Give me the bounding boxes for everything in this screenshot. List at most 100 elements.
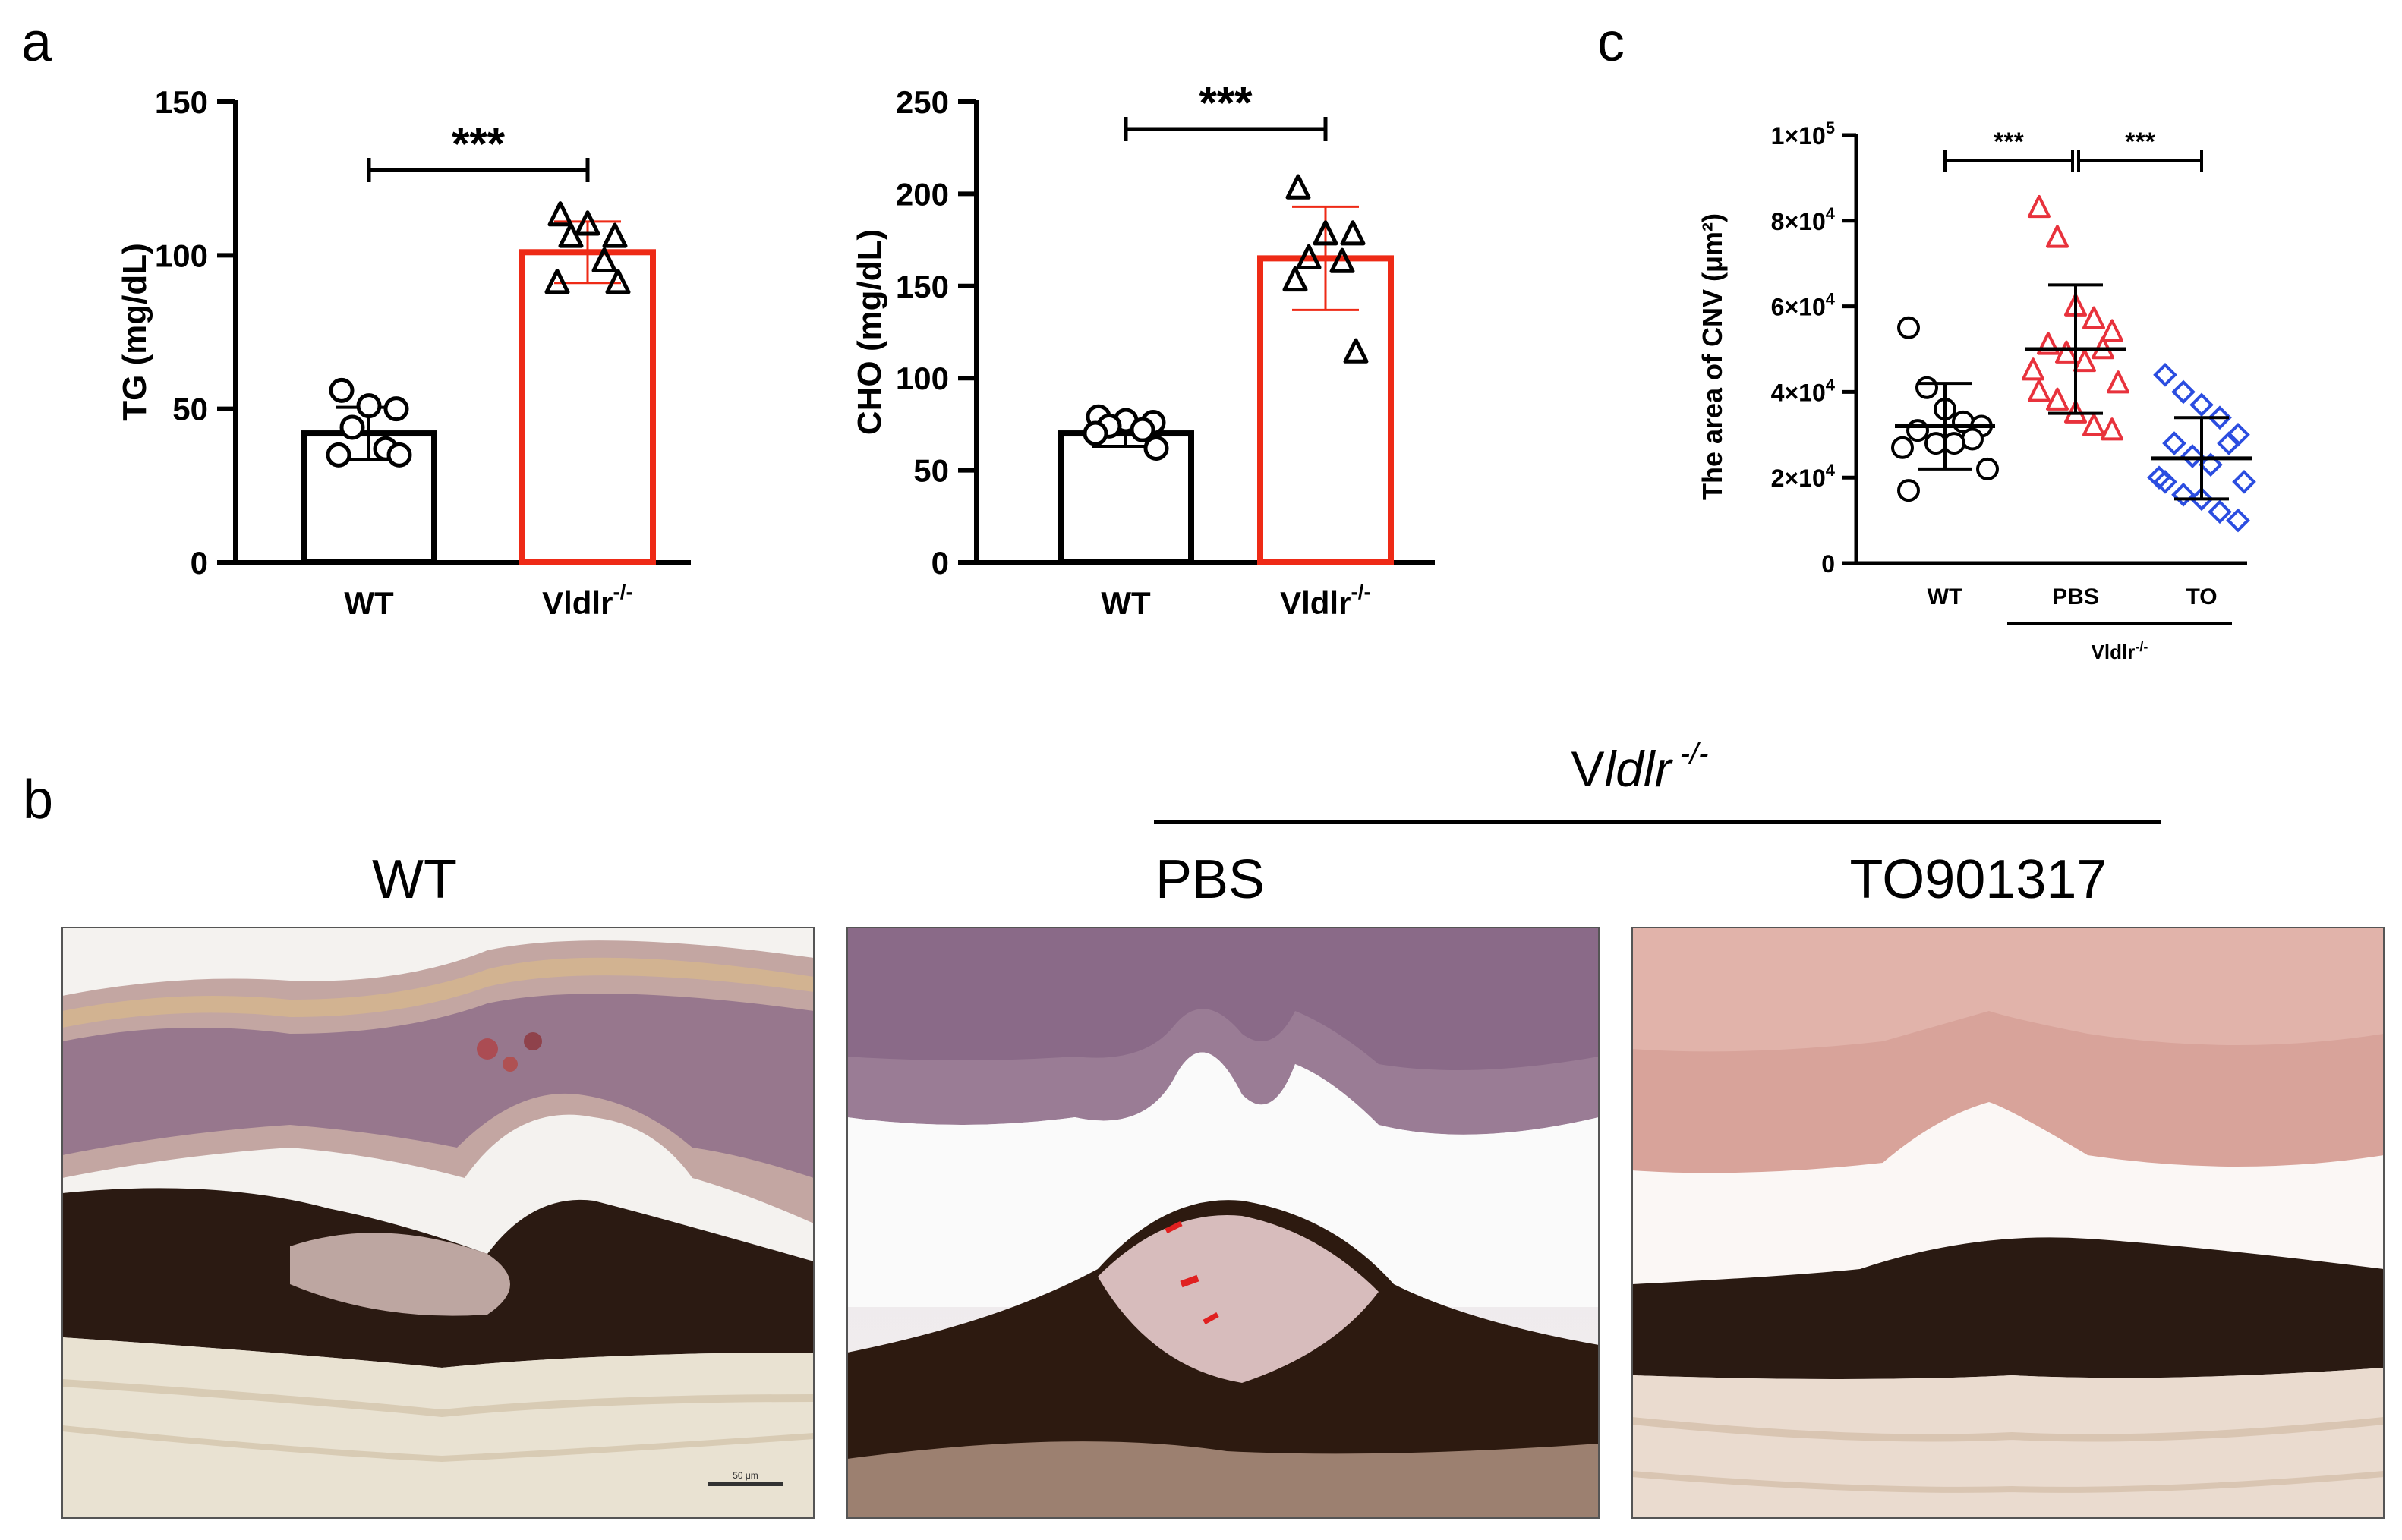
data-point bbox=[1915, 376, 1938, 399]
data-point bbox=[602, 222, 628, 248]
data-point bbox=[2226, 508, 2250, 533]
data-point bbox=[547, 201, 573, 227]
x-tick-label: Vldlr-/- bbox=[542, 580, 633, 621]
y-tick-label: 6×104 bbox=[1771, 290, 1836, 321]
y-tick-label: 50 bbox=[172, 392, 208, 427]
data-point bbox=[2101, 417, 2123, 441]
data-point bbox=[2022, 357, 2044, 381]
data-point bbox=[386, 442, 412, 468]
data-point bbox=[2028, 194, 2051, 219]
data-point bbox=[575, 210, 600, 236]
y-tick-label: 250 bbox=[896, 84, 949, 120]
group-label: Vldlr-/- bbox=[2092, 639, 2148, 663]
y-tick-label: 100 bbox=[155, 238, 208, 273]
data-point bbox=[2217, 431, 2241, 455]
data-point bbox=[383, 396, 409, 422]
data-point bbox=[1943, 432, 1965, 455]
y-tick-label: 8×104 bbox=[1771, 204, 1836, 235]
data-point bbox=[1976, 457, 1999, 480]
cnv-scatter-chart: 0 2×104 4×104 6×104 8×104 1×105 The area of CN… bbox=[1697, 118, 2256, 663]
photo-title-to901317: TO901317 bbox=[1850, 849, 2107, 910]
y-tick-label: 0 bbox=[931, 545, 949, 581]
x-tick-label: Vldlr-/- bbox=[1280, 580, 1371, 621]
data-point bbox=[2055, 340, 2078, 364]
data-point bbox=[2046, 387, 2069, 411]
x-tick-label: WT bbox=[344, 585, 394, 621]
data-point bbox=[1285, 174, 1311, 200]
data-point bbox=[2037, 332, 2060, 355]
data-point bbox=[1961, 427, 1984, 451]
data-point bbox=[2171, 482, 2196, 507]
data-point bbox=[339, 414, 365, 440]
data-point bbox=[2107, 370, 2129, 394]
data-point bbox=[591, 247, 617, 273]
y-axis-title: CHO (mg/dL) bbox=[851, 229, 888, 435]
photo-title-wt: WT bbox=[372, 849, 457, 910]
significance-label: *** bbox=[1199, 77, 1253, 128]
y-tick-label: 150 bbox=[896, 269, 949, 304]
y-tick-label: 100 bbox=[896, 361, 949, 396]
y-tick-label: 0 bbox=[1821, 550, 1835, 578]
data-point bbox=[1313, 220, 1338, 246]
data-point bbox=[2101, 319, 2123, 342]
micrograph-wt: 50 μm bbox=[61, 927, 815, 1519]
micrograph-pbs bbox=[846, 927, 1600, 1519]
cho-bar-chart: 0 50 100 150 200 250 CHO (mg/dL) WT Vldlr-/- *** bbox=[851, 77, 1435, 621]
data-point bbox=[1130, 417, 1155, 442]
data-point bbox=[2082, 306, 2105, 329]
data-point bbox=[2153, 363, 2177, 387]
bar-vldlr bbox=[519, 249, 656, 565]
y-tick-label: 150 bbox=[155, 84, 208, 120]
y-tick-label: 2×104 bbox=[1771, 461, 1836, 492]
x-tick-label: WT bbox=[1101, 585, 1151, 621]
data-point bbox=[1897, 316, 1920, 339]
data-point bbox=[605, 269, 631, 294]
y-tick-label: 0 bbox=[191, 545, 208, 581]
y-tick-label: 1×105 bbox=[1771, 118, 1835, 150]
data-point bbox=[2028, 379, 2051, 402]
data-point bbox=[2208, 499, 2232, 524]
tg-bar-chart: 0 50 100 150 TG (mg/dL) WT Vldlr-/- *** bbox=[116, 84, 691, 621]
data-point bbox=[2046, 225, 2069, 248]
data-point bbox=[1340, 220, 1366, 246]
data-point bbox=[2073, 348, 2096, 373]
data-point bbox=[1143, 435, 1169, 461]
data-point bbox=[2232, 470, 2256, 494]
data-point bbox=[329, 377, 355, 403]
significance-label: *** bbox=[1994, 128, 2024, 156]
y-tick-label: 200 bbox=[896, 176, 949, 212]
data-point bbox=[2180, 444, 2205, 468]
x-tick-label: WT bbox=[1928, 584, 1963, 609]
panel-letter-a: a bbox=[21, 12, 52, 73]
scale-bar-label: 50 μm bbox=[733, 1470, 758, 1481]
x-tick-label: TO bbox=[2186, 584, 2217, 609]
x-tick-label: PBS bbox=[2052, 584, 2099, 609]
data-point bbox=[558, 222, 584, 248]
data-point bbox=[1329, 247, 1355, 273]
data-point bbox=[2189, 392, 2214, 417]
data-point bbox=[1282, 266, 1308, 292]
micrograph-to901317 bbox=[1631, 927, 2385, 1519]
significance-label: *** bbox=[452, 118, 506, 169]
vldlr-header-label: Vldlr -/- bbox=[1571, 737, 1709, 797]
photo-title-pbs: PBS bbox=[1155, 849, 1265, 910]
y-tick-label: 50 bbox=[913, 453, 949, 489]
data-point bbox=[1296, 244, 1322, 269]
y-axis-title: The area of CNV (μm²) bbox=[1697, 213, 1728, 500]
data-point bbox=[1906, 419, 1929, 442]
data-point bbox=[544, 269, 570, 294]
y-axis-title: TG (mg/dL) bbox=[116, 243, 153, 421]
data-point bbox=[2208, 405, 2232, 430]
panel-letter-c: c bbox=[1597, 12, 1625, 73]
data-point bbox=[1083, 420, 1108, 446]
panel-letter-b: b bbox=[23, 770, 53, 830]
data-point bbox=[2082, 413, 2105, 436]
data-point bbox=[2189, 487, 2214, 512]
significance-label: *** bbox=[2125, 128, 2155, 156]
data-point bbox=[356, 393, 382, 419]
data-point bbox=[2153, 470, 2177, 494]
data-point bbox=[2171, 379, 2196, 405]
data-point bbox=[1891, 436, 1914, 459]
data-point bbox=[2162, 431, 2186, 455]
